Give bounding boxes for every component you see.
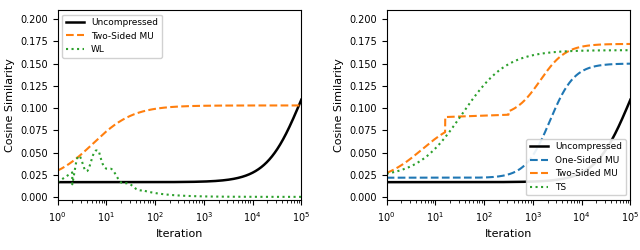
Two-Sided MU — [487, 114, 495, 117]
Line: Two-Sided MU: Two-Sided MU — [387, 44, 630, 173]
One-Sided MU — [622, 62, 630, 65]
Two-Sided MU — [425, 142, 433, 145]
TS — [476, 88, 484, 91]
Line: Uncompressed: Uncompressed — [58, 100, 301, 182]
WL — [292, 195, 300, 198]
Uncompressed — [54, 181, 61, 184]
Two-Sided MU — [266, 104, 274, 107]
WL — [158, 192, 166, 196]
Uncompressed — [622, 110, 630, 112]
TS — [595, 49, 603, 52]
TS — [411, 163, 419, 166]
Uncompressed — [81, 181, 89, 184]
Uncompressed — [476, 181, 484, 184]
Line: One-Sided MU: One-Sided MU — [387, 64, 630, 178]
Two-Sided MU — [292, 104, 300, 107]
One-Sided MU — [383, 176, 390, 179]
Uncompressed — [96, 181, 104, 184]
Two-Sided MU — [383, 172, 390, 174]
Y-axis label: Cosine Similarity: Cosine Similarity — [4, 58, 15, 152]
Uncompressed — [627, 98, 634, 101]
WL — [81, 169, 89, 172]
One-Sided MU — [487, 176, 495, 179]
One-Sided MU — [595, 64, 603, 67]
One-Sided MU — [627, 62, 634, 65]
TS — [425, 153, 433, 156]
Uncompressed — [595, 157, 603, 160]
Two-Sided MU — [96, 136, 104, 138]
Legend: Uncompressed, One-Sided MU, Two-Sided MU, TS: Uncompressed, One-Sided MU, Two-Sided MU… — [526, 139, 626, 196]
Line: TS: TS — [387, 50, 630, 174]
Uncompressed — [292, 110, 300, 112]
Two-Sided MU — [627, 42, 634, 45]
Uncompressed — [158, 180, 166, 184]
Uncompressed — [266, 157, 274, 160]
Two-Sided MU — [595, 43, 603, 46]
One-Sided MU — [476, 176, 484, 179]
TS — [383, 172, 390, 175]
One-Sided MU — [411, 176, 419, 179]
WL — [298, 195, 305, 198]
Two-Sided MU — [147, 108, 155, 111]
Uncompressed — [147, 181, 155, 184]
Line: Two-Sided MU: Two-Sided MU — [58, 106, 301, 170]
WL — [147, 191, 155, 194]
Y-axis label: Cosine Similarity: Cosine Similarity — [333, 58, 344, 152]
Line: Uncompressed: Uncompressed — [387, 100, 630, 182]
Uncompressed — [487, 180, 495, 184]
WL — [54, 181, 61, 184]
WL — [96, 154, 104, 157]
Two-Sided MU — [411, 154, 419, 157]
One-Sided MU — [425, 176, 433, 179]
X-axis label: Iteration: Iteration — [485, 229, 532, 239]
TS — [487, 76, 495, 79]
Uncompressed — [411, 181, 419, 184]
Line: WL: WL — [58, 150, 301, 197]
Uncompressed — [298, 98, 305, 101]
Two-Sided MU — [622, 42, 630, 45]
WL — [266, 195, 274, 198]
TS — [627, 49, 634, 52]
TS — [622, 49, 630, 52]
WL — [93, 149, 100, 152]
Two-Sided MU — [54, 169, 61, 172]
Uncompressed — [383, 181, 390, 184]
Legend: Uncompressed, Two-Sided MU, WL: Uncompressed, Two-Sided MU, WL — [62, 14, 162, 58]
Two-Sided MU — [476, 114, 484, 117]
Uncompressed — [425, 181, 433, 184]
Two-Sided MU — [81, 149, 89, 152]
Two-Sided MU — [298, 104, 305, 107]
X-axis label: Iteration: Iteration — [156, 229, 203, 239]
Two-Sided MU — [158, 106, 166, 110]
